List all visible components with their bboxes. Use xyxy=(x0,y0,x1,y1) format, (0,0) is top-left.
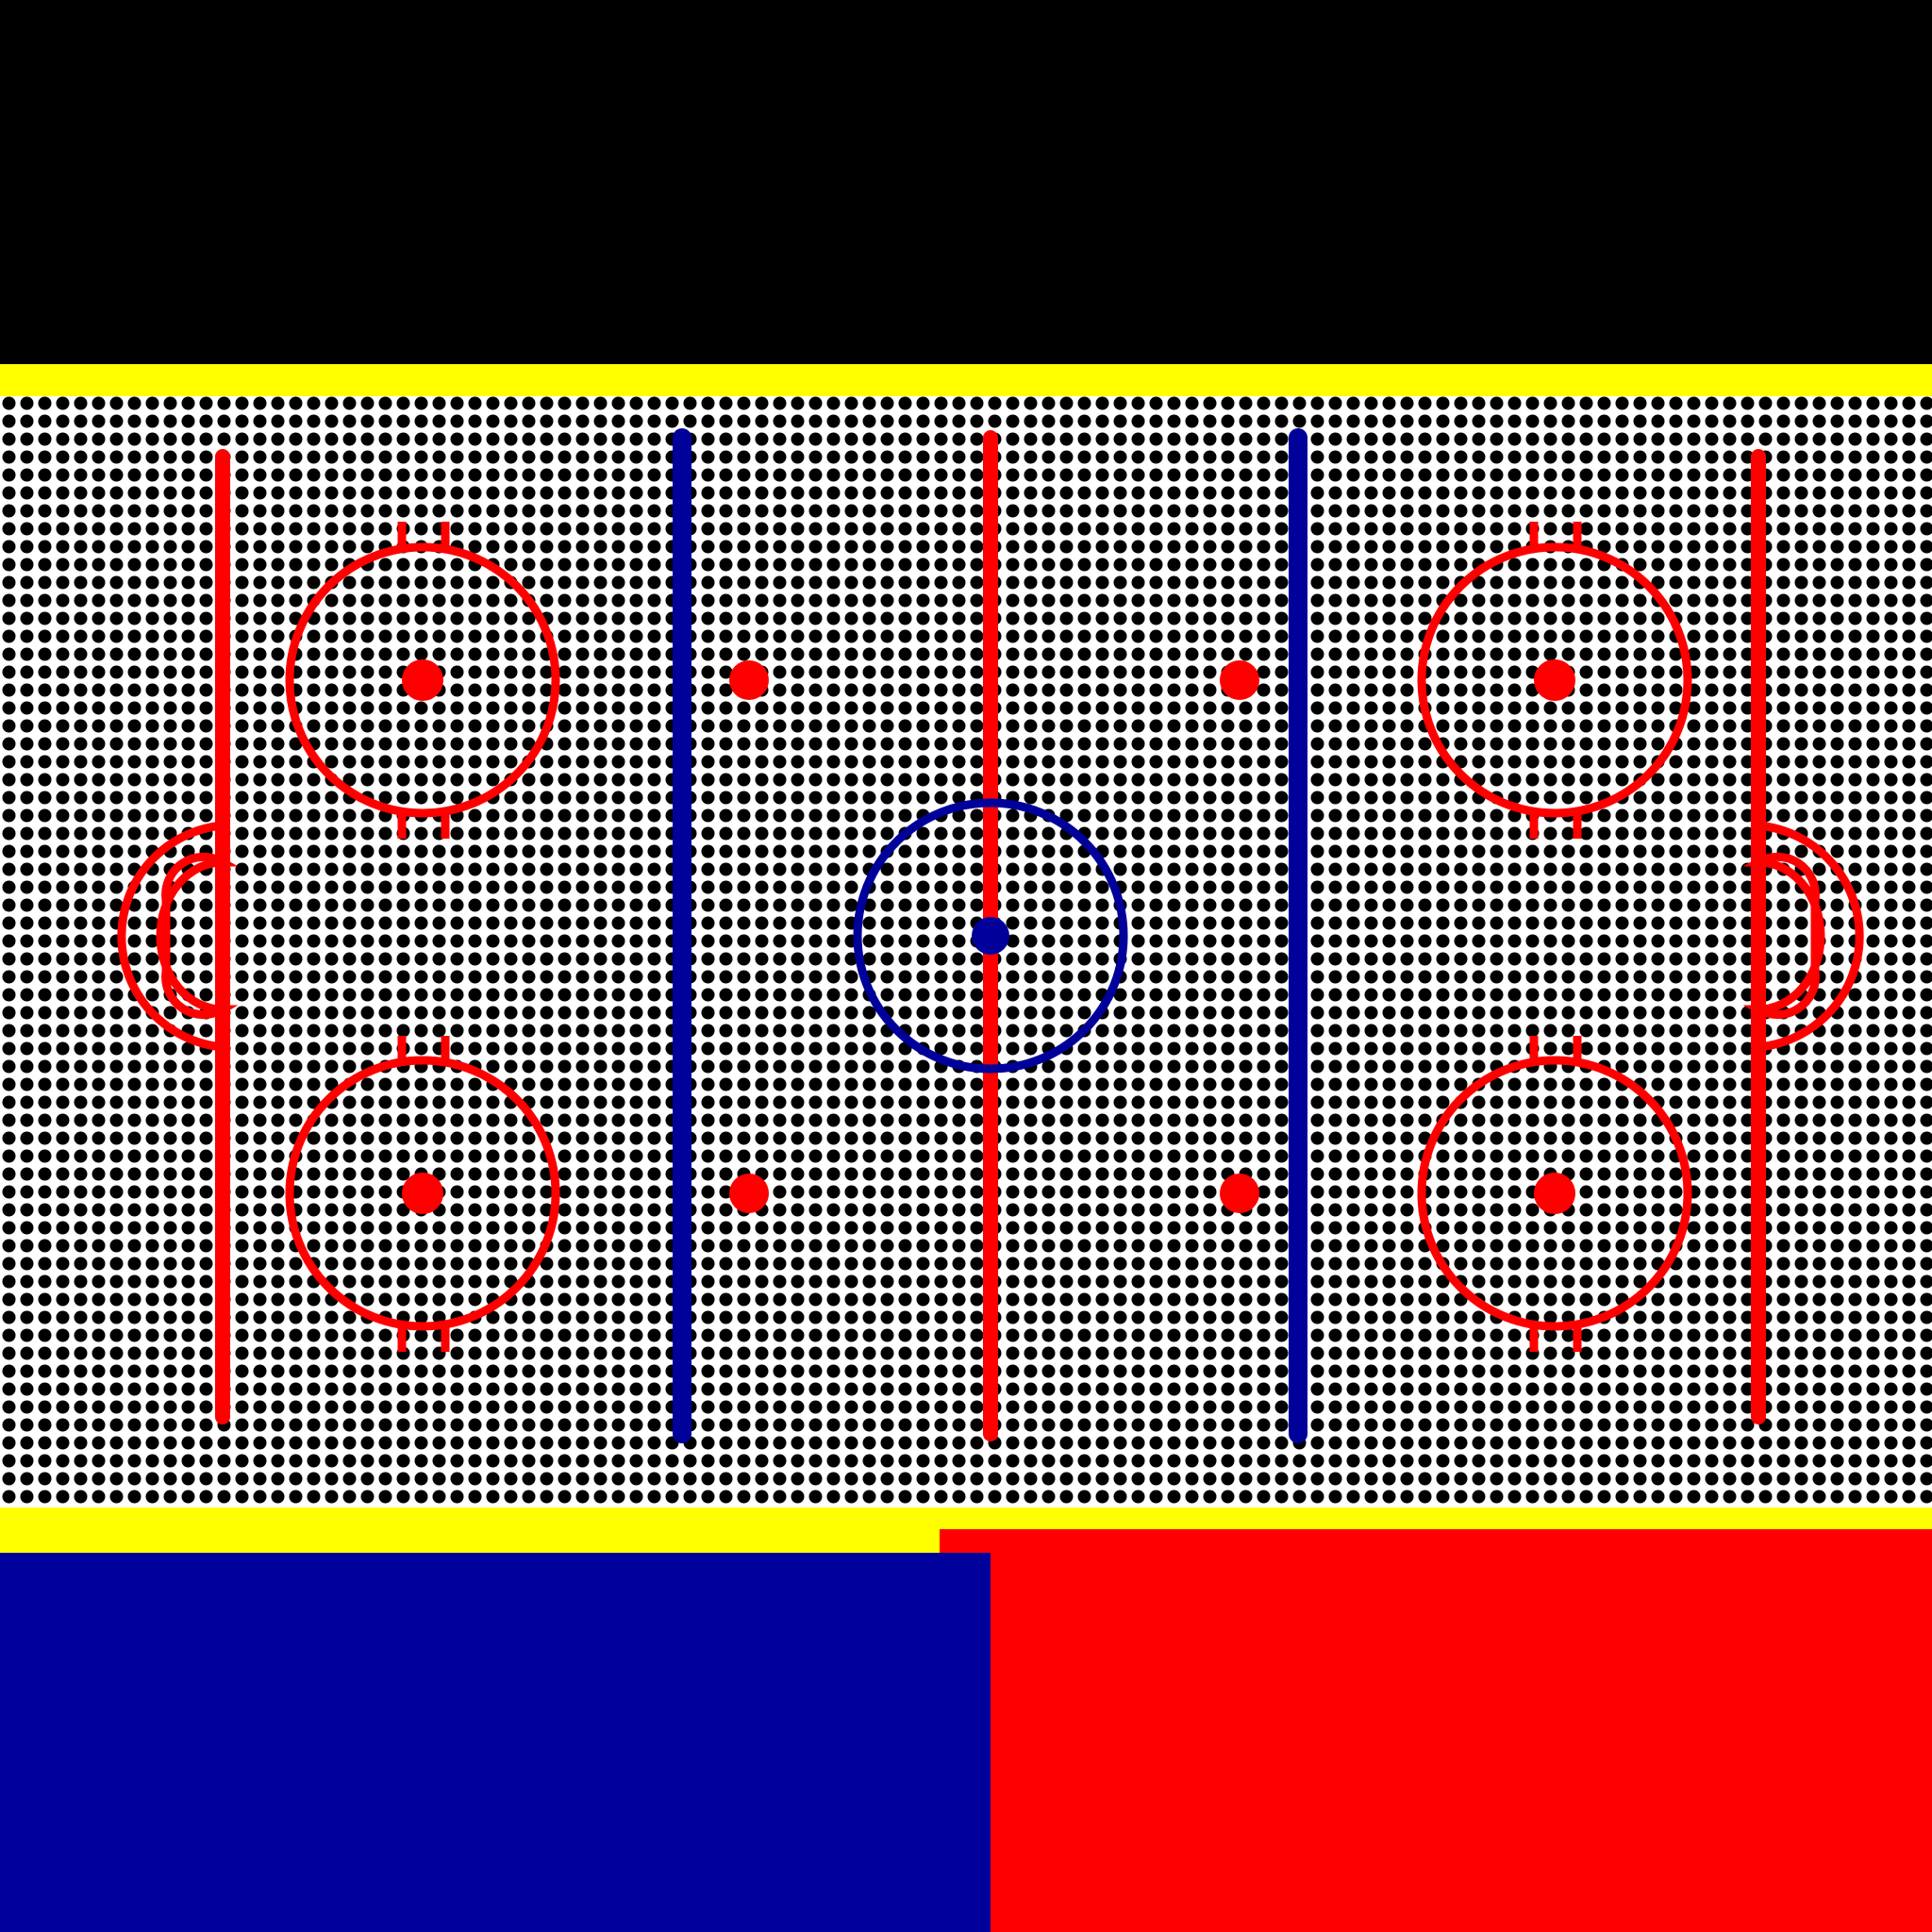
center-faceoff-circle xyxy=(853,798,1128,1074)
goal-crease-right xyxy=(1742,852,1825,1020)
goal-crease-left xyxy=(156,852,239,1020)
faceoff-spot xyxy=(402,659,443,701)
neutral-spot-left-top xyxy=(729,660,769,700)
faceoff-spot xyxy=(1534,1173,1575,1214)
faceoff-circle-left-top xyxy=(285,522,560,839)
team-left-panel xyxy=(0,1553,991,1932)
center-faceoff-spot xyxy=(972,917,1009,955)
faceoff-circle-right-bottom xyxy=(1417,1036,1692,1352)
top-board xyxy=(0,364,1932,396)
faceoff-circle-right-top xyxy=(1417,522,1692,839)
crease-arc-right-large xyxy=(1757,821,1864,1052)
neutral-spot-right-bottom xyxy=(1220,1174,1259,1213)
neutral-spot-left-bottom xyxy=(729,1174,769,1213)
neutral-spot-right-top xyxy=(1220,660,1259,700)
crease-arc-left-large xyxy=(117,821,224,1052)
team-right-panel xyxy=(940,1529,1932,1932)
faceoff-circle-left-bottom xyxy=(285,1036,560,1352)
faceoff-spot xyxy=(402,1173,443,1214)
ice-surface xyxy=(0,396,1932,1507)
faceoff-spot xyxy=(1534,659,1575,701)
top-black-area xyxy=(0,0,1932,364)
